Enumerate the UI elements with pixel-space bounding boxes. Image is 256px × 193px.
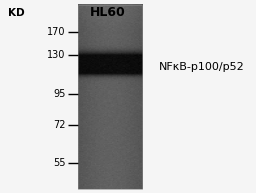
Text: 95: 95 [53, 89, 65, 99]
Text: 72: 72 [53, 120, 65, 130]
Text: NFκB-p100/p52: NFκB-p100/p52 [159, 62, 244, 72]
Text: HL60: HL60 [90, 6, 125, 19]
Text: 170: 170 [47, 27, 65, 37]
Text: 55: 55 [53, 158, 65, 168]
Text: KD: KD [8, 8, 24, 18]
Text: 130: 130 [47, 50, 65, 60]
Bar [78, 5, 142, 189]
